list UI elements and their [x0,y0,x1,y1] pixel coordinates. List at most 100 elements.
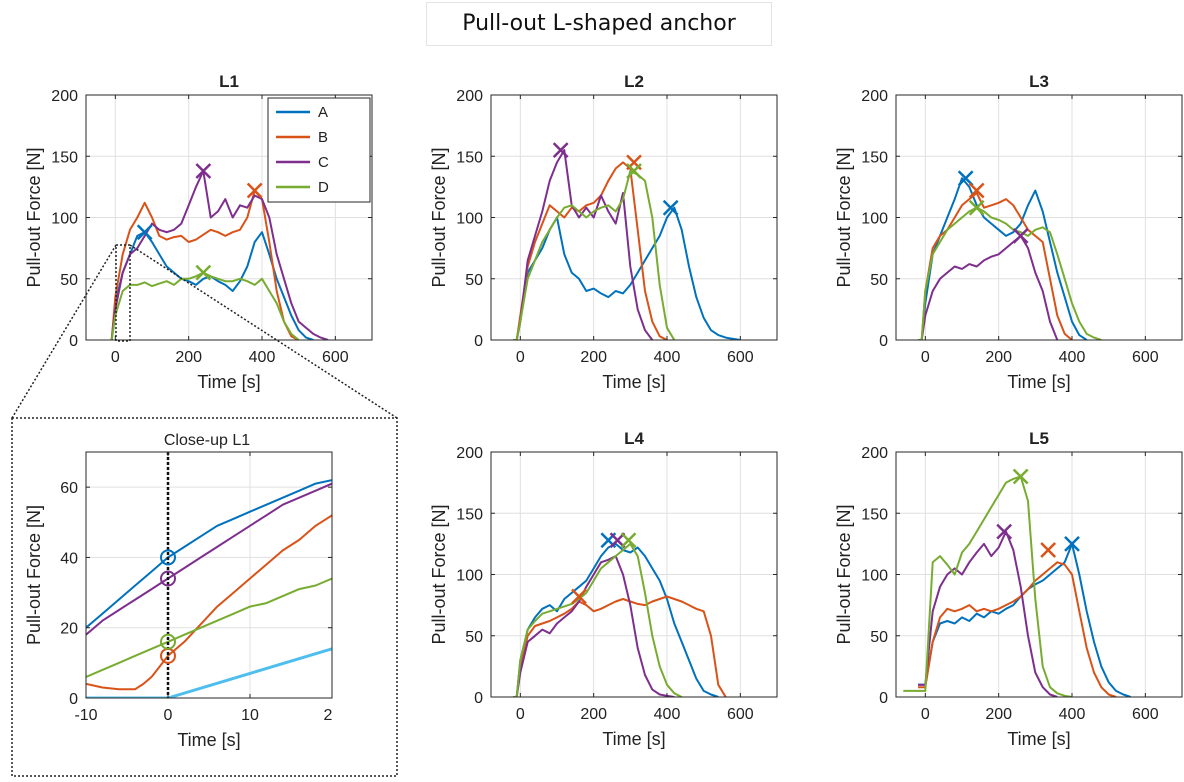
max-marker-B [968,182,985,199]
y-tick-label: 60 [60,480,78,497]
chart-title: L2 [624,72,644,91]
x-tick-label: 400 [1059,706,1086,723]
max-marker-D [195,264,212,281]
y-tick-label: 150 [861,506,888,523]
series-line-B [110,189,300,340]
x-tick-label: 200 [580,706,607,723]
y-tick-label: 200 [861,88,888,105]
marker-circle-C [160,570,176,587]
zoom-connector-right [129,244,398,419]
max-marker-A [1064,535,1080,552]
figure-title: Pull-out L-shaped anchor [462,11,736,36]
chart-title: L4 [624,429,644,448]
y-tick-label: 200 [861,445,888,462]
y-tick-label: 100 [861,211,888,228]
legend-box [267,97,371,203]
series-line-C [513,555,675,697]
y-tick-label: 20 [60,621,78,638]
series-line-C [86,482,332,636]
series-line-C [918,234,1059,340]
chart-L2: 0 200 400 600 0 50 100 150 200 L2 Time [s] Pull-out… [429,72,778,392]
y-tick-label: 150 [456,506,483,523]
series-line-C [513,149,654,340]
y-tick-label: 50 [870,629,888,646]
x-tick-label: 200 [985,349,1012,366]
x-tick-label: 2 [324,707,333,724]
max-marker-B [571,588,587,605]
plot-area [86,452,332,698]
y-tick-label: 150 [861,149,888,166]
max-marker-D [620,532,637,549]
y-tick-label: 50 [60,272,78,289]
chart-title: L5 [1029,429,1049,448]
max-marker-B [1040,542,1057,558]
marker-circle-D [160,633,176,650]
series-group [86,479,332,698]
y-tick-label: 100 [51,211,78,228]
axes-frame [85,451,333,699]
y-tick-label: 150 [51,149,78,166]
max-marker-C [1012,227,1029,244]
x-axis-label: Time [s] [602,729,665,749]
chart-L5: 0 200 400 600 0 50 100 150 200 L5 Time [s] Pull-out… [834,429,1183,749]
max-marker-A [662,199,679,216]
series-line-D [513,170,676,340]
y-tick-label: 150 [456,149,483,166]
series-group [513,149,741,340]
y-tick-label: 0 [879,333,888,350]
x-tick-label: 400 [654,706,681,723]
y-tick-label: 0 [474,690,483,707]
x-tick-label: 600 [727,349,754,366]
series-line-D [86,577,332,678]
series-line-B [86,514,332,691]
x-tick-label: 0 [921,349,930,366]
x-tick-label: 400 [654,349,681,366]
series-line-B [918,561,1117,697]
chart-title: Close-up L1 [164,432,250,449]
chart-L3: 0 200 400 600 0 50 100 150 200 L3 Time [s] Pull-out… [834,72,1183,392]
chart-L4: 0 200 400 600 0 50 100 150 200 L4 Time [s] Pull-out… [429,429,778,749]
x-tick-label: 200 [985,706,1012,723]
max-marker-D [968,199,985,216]
y-tick-label: 200 [456,445,483,462]
x-tick-label: 10 [241,707,259,724]
series-line-B [918,192,1073,340]
x-tick-label: 0 [516,349,525,366]
x-axis-label: Time [s] [197,372,260,392]
y-tick-label: 50 [465,629,483,646]
max-marker-B [246,182,263,199]
series-line-A [513,206,741,340]
legend-label-D: D [318,179,329,196]
y-tick-label: 50 [870,272,888,289]
max-marker-C [195,163,212,179]
zoom-connector-left [11,244,117,419]
x-tick-label: 200 [175,349,202,366]
series-line-A [86,479,332,629]
series-line-D [903,475,1073,697]
zoom-target-box [11,417,398,777]
zoom-source-box [115,244,131,342]
figure-title-box [426,2,772,46]
x-tick-label: 0 [164,707,173,724]
y-tick-label: 40 [60,550,78,567]
y-axis-label: Pull-out Force [N] [24,505,44,645]
max-marker-D [1012,468,1029,485]
x-tick-label: 600 [322,349,349,366]
y-axis-label: Pull-out Force [N] [429,147,449,287]
y-axis-label: Pull-out Force [N] [834,147,854,287]
chart-title: L3 [1029,72,1049,91]
series-line-D [918,206,1102,340]
x-tick-label: 600 [1132,349,1159,366]
max-marker-D [626,163,642,179]
series-group [918,177,1102,340]
y-tick-label: 100 [456,211,483,228]
x-tick-label: 200 [580,349,607,366]
x-tick-label: 400 [1059,349,1086,366]
zoom-indicator [11,244,398,777]
x-tick-label: 600 [1132,706,1159,723]
chart-L1: 0 200 400 600 0 50 100 150 200 L1 Time [s] Pull-out… [24,72,373,392]
y-axis-label: Pull-out Force [N] [834,504,854,644]
y-tick-label: 0 [474,333,483,350]
